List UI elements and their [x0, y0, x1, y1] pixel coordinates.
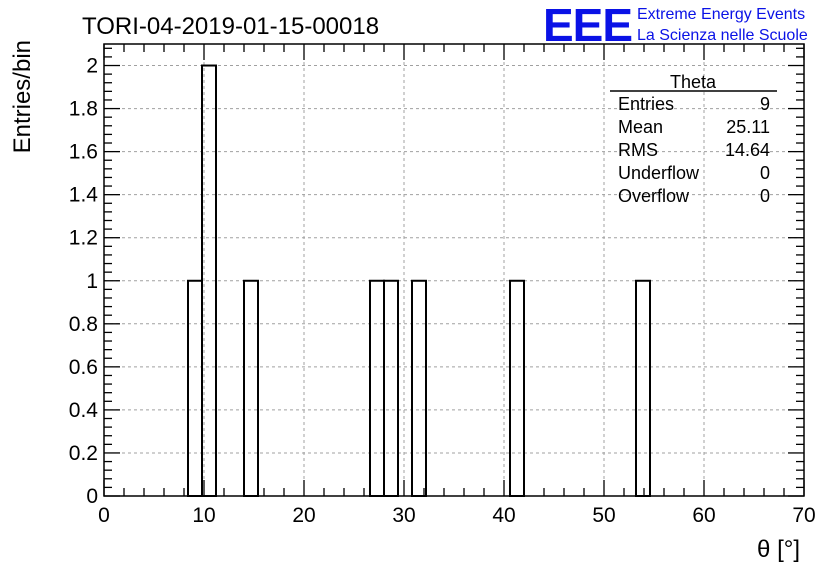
- y-tick-label-1: 0.2: [69, 442, 98, 465]
- y-tick-label-2: 0.4: [69, 399, 99, 422]
- y-tick-label-0: 0: [86, 485, 98, 508]
- x-tick-label-3: 30: [392, 504, 415, 527]
- histogram-bin-3: [369, 279, 385, 497]
- y-tick-label-6: 1.2: [69, 227, 98, 250]
- grid-lines: [103, 44, 805, 497]
- axis-ticks: [103, 44, 805, 497]
- stats-value-rms: 14.64: [725, 140, 770, 160]
- stats-label-underflow: Underflow: [618, 163, 700, 183]
- y-tick-label-3: 0.6: [69, 356, 98, 379]
- stats-label-mean: Mean: [618, 117, 663, 137]
- stats-label-entries: Entries: [618, 94, 674, 114]
- stats-label-rms: RMS: [618, 140, 658, 160]
- tick-labels: 0 10 20 30 40 50 60 7000.20.40.60.811.21.41.61.…: [69, 55, 816, 527]
- x-tick-label-4: 40: [492, 504, 515, 527]
- stats-value-underflow: 0: [760, 163, 770, 183]
- histogram-bin-2: [243, 279, 259, 497]
- stats-title: Theta: [670, 72, 717, 92]
- eee-logo: EEE Extreme Energy Events La Scienza nel…: [543, 0, 808, 51]
- stats-label-overflow: Overflow: [618, 186, 690, 206]
- logo-line-1: Extreme Energy Events: [637, 6, 805, 23]
- y-tick-label-5: 1: [86, 270, 98, 293]
- stats-value-overflow: 0: [760, 186, 770, 206]
- stats-box: Theta Entries 9 Mean 25.11 RMS 14.64 Underflow…: [610, 72, 777, 206]
- y-axis-label: Entries/bin: [9, 40, 36, 153]
- histogram-bin-0: [187, 279, 203, 497]
- x-axis-label: θ [°]: [757, 536, 800, 563]
- x-tick-label-6: 60: [692, 504, 715, 527]
- plot-border: [103, 43, 805, 497]
- histogram-bin-5: [411, 279, 427, 497]
- y-tick-label-7: 1.4: [69, 184, 99, 207]
- histogram-bin-7: [635, 279, 651, 497]
- histogram-bin-4: [383, 279, 399, 497]
- y-tick-label-4: 0.8: [69, 313, 98, 336]
- x-tick-label-0: 0: [98, 504, 110, 527]
- chart-title: TORI-04-2019-01-15-00018: [82, 13, 379, 40]
- y-tick-label-9: 1.8: [69, 98, 98, 121]
- x-tick-label-7: 70: [792, 504, 815, 527]
- y-tick-label-8: 1.6: [69, 141, 98, 164]
- logo-text: EEE: [543, 0, 632, 51]
- plot-frame: [103, 43, 805, 497]
- x-tick-label-2: 20: [292, 504, 315, 527]
- x-tick-label-1: 10: [192, 504, 215, 527]
- histogram-bin-6: [509, 279, 525, 497]
- stats-value-mean: 25.11: [726, 117, 770, 137]
- stats-value-entries: 9: [760, 94, 770, 114]
- logo-line-2: La Scienza nelle Scuole: [637, 27, 808, 44]
- x-tick-label-5: 50: [592, 504, 615, 527]
- y-tick-label-10: 2: [86, 55, 98, 78]
